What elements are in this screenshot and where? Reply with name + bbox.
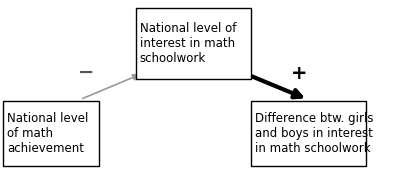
FancyBboxPatch shape — [3, 101, 99, 165]
Text: Difference btw. girls
and boys in interest
in math schoolwork: Difference btw. girls and boys in intere… — [255, 112, 374, 155]
FancyBboxPatch shape — [136, 8, 251, 79]
FancyBboxPatch shape — [251, 101, 366, 165]
Text: −: − — [78, 63, 94, 82]
Text: National level
of math
achievement: National level of math achievement — [7, 112, 88, 155]
Text: +: + — [291, 64, 307, 83]
Text: National level of
interest in math
schoolwork: National level of interest in math schoo… — [140, 22, 236, 65]
